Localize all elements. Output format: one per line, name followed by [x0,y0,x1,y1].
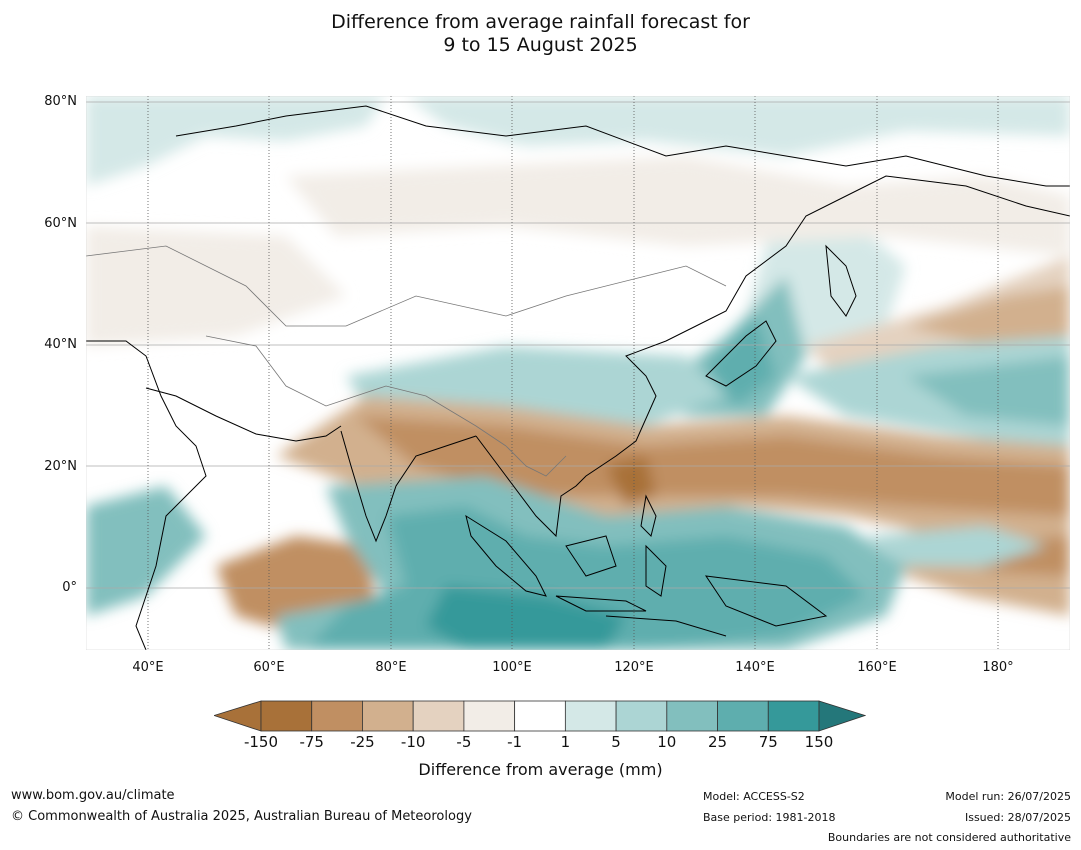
coastlines [86,105,1070,650]
colorbar-tick-label: -10 [400,733,426,751]
base-period: Base period: 1981-2018 [703,811,836,824]
colorbar-tick-label: -1 [507,733,523,751]
lon-label-40e: 40°E [132,660,164,675]
country-borders [86,245,727,477]
colorbar-tick-label: -5 [456,733,472,751]
colorbar-cell [717,700,769,732]
colorbar-cell [767,700,820,732]
lon-label-140e: 140°E [735,660,775,675]
lon-label-60e: 60°E [253,660,285,675]
colorbar-tick-label: -25 [350,733,375,751]
colorbar-cell [412,700,465,732]
colorbar-cell [514,700,566,732]
colorbar-tick-label: 10 [657,733,677,751]
colorbar-cell [463,700,516,732]
copyright-text: © Commonwealth of Australia 2025, Austra… [11,809,472,824]
boundary-disclaimer: Boundaries are not considered authoritat… [827,831,1071,844]
colorbar-cell [362,700,414,732]
longitude-gridlines [147,96,999,650]
lon-label-120e: 120°E [614,660,654,675]
colorbar-tick-label: -150 [243,733,279,751]
colorbar [214,700,866,732]
colorbar-cell [564,700,617,732]
colorbar-tick-label: 5 [611,733,621,751]
colorbar-tick-label: 1 [560,733,571,751]
colorbar-tick-label: 150 [804,733,834,751]
chart-title-line2: 9 to 15 August 2025 [443,34,638,56]
model-name: Model: ACCESS-S2 [703,790,805,803]
colorbar-cell [260,700,313,732]
lon-label-80e: 80°E [375,660,407,675]
colorbar-arrow-low [214,700,262,732]
chart-title-line1: Difference from average rainfall forecas… [331,11,750,33]
lat-label-20n: 20°N [44,459,77,474]
lat-label-60n: 60°N [44,216,77,231]
lon-label-180: 180° [982,660,1014,675]
lat-label-80n: 80°N [44,94,77,109]
colorbar-tick-label: 25 [707,733,728,751]
lat-label-40n: 40°N [44,337,77,352]
lon-label-160e: 160°E [857,660,897,675]
website-link[interactable]: www.bom.gov.au/climate [11,788,175,803]
colorbar-arrow-high [818,700,866,732]
lat-label-0: 0° [62,580,77,595]
colorbar-cell [666,700,718,732]
model-run-date: Model run: 26/07/2025 [945,790,1071,803]
lon-label-100e: 100°E [492,660,532,675]
colorbar-tick-label: -75 [299,733,324,751]
colorbar-cell [615,700,668,732]
issued-date: Issued: 28/07/2025 [964,811,1071,824]
colorbar-tick-label: 75 [758,733,778,751]
colorbar-title: Difference from average (mm) [418,760,663,779]
rainfall-anomaly-map [86,96,1070,650]
colorbar-cell [311,700,363,732]
